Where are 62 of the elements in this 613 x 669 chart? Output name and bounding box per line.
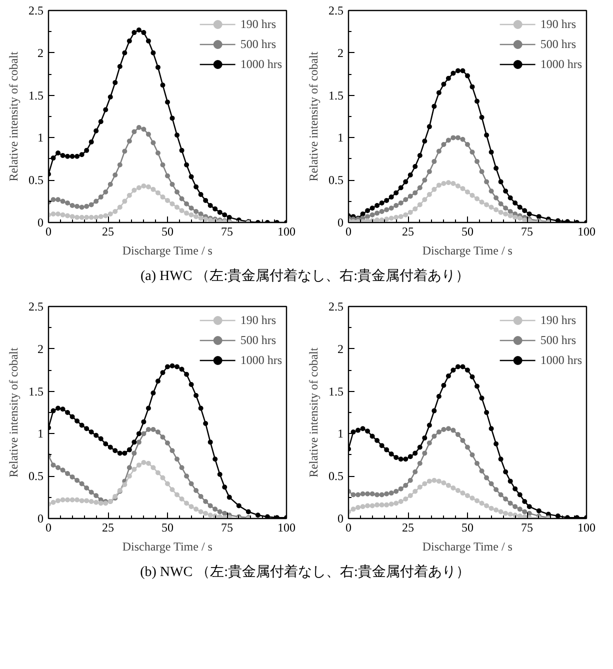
y-tick-label: 2.5 bbox=[28, 300, 44, 314]
y-tick-label: 2 bbox=[38, 46, 44, 60]
legend-label: 1000 hrs bbox=[240, 56, 282, 72]
y-tick-label: 0 bbox=[38, 216, 44, 230]
y-tick-label: 1 bbox=[38, 130, 44, 145]
x-tick-label: 75 bbox=[221, 520, 233, 534]
x-tick-label: 100 bbox=[278, 224, 296, 238]
legend-label: 500 hrs bbox=[240, 36, 276, 52]
y-tick-label: 1 bbox=[338, 130, 344, 145]
y-tick-label: 0.5 bbox=[328, 469, 344, 484]
y-tick-label: 1 bbox=[38, 426, 44, 441]
y-tick-label: 1.5 bbox=[328, 384, 344, 398]
y-tick-label: 2.5 bbox=[328, 300, 344, 314]
legend-label: 190 hrs bbox=[240, 312, 276, 328]
x-tick-label: 25 bbox=[402, 224, 414, 238]
y-tick-label: 2 bbox=[38, 342, 44, 356]
legend-label: 1000 hrs bbox=[540, 56, 582, 72]
y-tick-label: 2 bbox=[338, 342, 344, 356]
x-axis-title: Discharge Time / s bbox=[422, 244, 513, 258]
y-tick-label: 0 bbox=[338, 216, 344, 230]
y-tick-label: 2.5 bbox=[28, 4, 44, 18]
text: (b) NWC （左:貴金属付着なし、右:貴金属付着あり） bbox=[140, 563, 470, 582]
legend-label: 1000 hrs bbox=[540, 352, 582, 368]
y-tick-label: 1.5 bbox=[28, 384, 44, 398]
legend-label: 190 hrs bbox=[540, 312, 576, 328]
x-tick-label: 50 bbox=[462, 224, 474, 238]
y-axis-title: Relative intensity of cobalt bbox=[306, 51, 320, 182]
legend-label: 1000 hrs bbox=[240, 352, 282, 368]
legend-label: 500 hrs bbox=[540, 332, 576, 348]
x-tick-label: 50 bbox=[462, 520, 474, 534]
y-tick-label: 2.5 bbox=[328, 4, 344, 18]
x-tick-label: 100 bbox=[578, 224, 596, 238]
x-tick-label: 75 bbox=[221, 224, 233, 238]
x-tick-label: 25 bbox=[102, 224, 114, 238]
x-tick-label: 100 bbox=[578, 520, 596, 534]
legend-label: 500 hrs bbox=[540, 36, 576, 52]
x-tick-label: 25 bbox=[402, 520, 414, 534]
legend-label: 190 hrs bbox=[240, 16, 276, 32]
x-axis-title: Discharge Time / s bbox=[122, 244, 213, 258]
x-tick-label: 50 bbox=[162, 520, 174, 534]
x-tick-label: 100 bbox=[278, 520, 296, 534]
y-tick-label: 2 bbox=[338, 46, 344, 60]
y-tick-label: 0 bbox=[38, 512, 44, 526]
x-tick-label: 25 bbox=[102, 520, 114, 534]
y-axis-title: Relative intensity of cobalt bbox=[6, 51, 20, 182]
y-tick-label: 1.5 bbox=[328, 88, 344, 102]
legend-label: 500 hrs bbox=[240, 332, 276, 348]
y-tick-label: 0 bbox=[338, 512, 344, 526]
y-axis-title: Relative intensity of cobalt bbox=[306, 347, 320, 478]
y-axis-title: Relative intensity of cobalt bbox=[6, 347, 20, 478]
y-tick-label: 1.5 bbox=[28, 88, 44, 102]
x-tick-label: 75 bbox=[521, 520, 533, 534]
x-tick-label: 75 bbox=[521, 224, 533, 238]
y-tick-label: 0.5 bbox=[28, 173, 44, 188]
legend-label: 190 hrs bbox=[540, 16, 576, 32]
x-tick-label: 50 bbox=[162, 224, 174, 238]
y-tick-label: 0.5 bbox=[328, 173, 344, 188]
text: (a) HWC （左:貴金属付着なし、右:貴金属付着あり） bbox=[140, 267, 470, 286]
y-tick-label: 1 bbox=[338, 426, 344, 441]
x-axis-title: Discharge Time / s bbox=[422, 540, 513, 554]
x-axis-title: Discharge Time / s bbox=[122, 540, 213, 554]
y-tick-label: 0.5 bbox=[28, 469, 44, 484]
